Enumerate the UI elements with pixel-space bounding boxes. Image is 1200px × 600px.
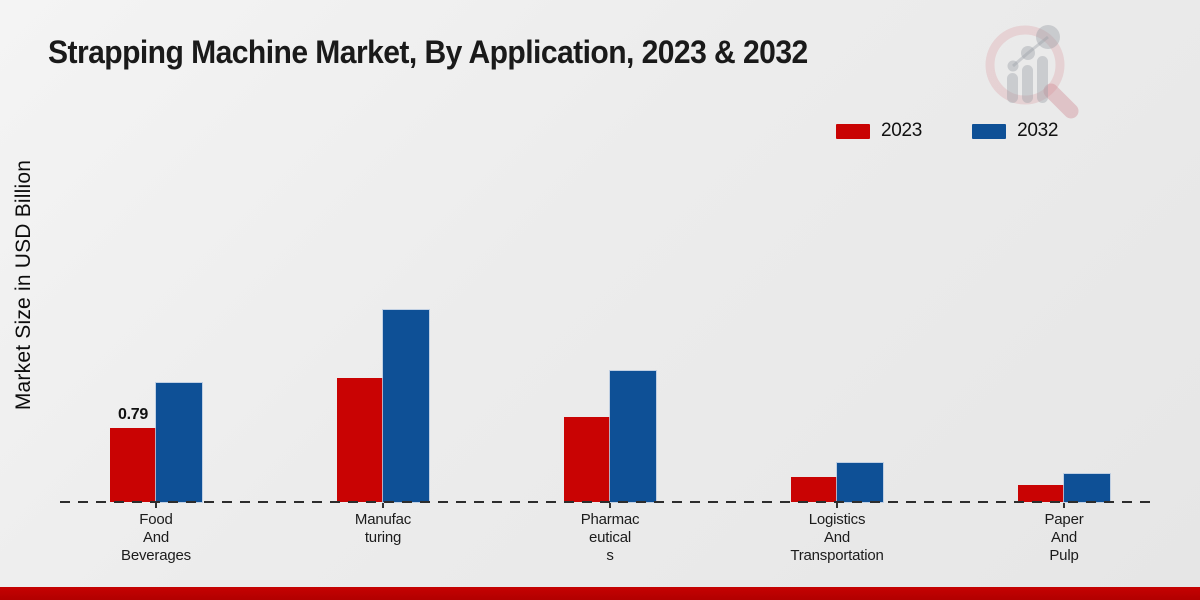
market-research-future-logo-watermark <box>985 25 1079 119</box>
legend-label-2023: 2023 <box>881 120 923 141</box>
x-axis-tick-logistics-and-transportation <box>836 503 838 508</box>
x-axis-baseline <box>60 501 1158 503</box>
bar-2023-manufacturing <box>337 378 383 502</box>
category-label-manufacturing: Manufac turing <box>354 511 412 546</box>
footer-red-bar <box>0 587 1200 600</box>
bar-2032-food-and-beverages <box>156 383 202 502</box>
category-label-pharmaceuticals: Pharmac eutical s <box>580 511 640 564</box>
bar-2032-paper-and-pulp <box>1064 474 1110 502</box>
category-label-paper-and-pulp: Paper And Pulp <box>1044 511 1084 564</box>
bar-2023-logistics-and-transportation <box>791 477 837 502</box>
bar-2023-food-and-beverages <box>110 428 156 502</box>
chart-title: Strapping Machine Market, By Application… <box>48 34 808 70</box>
legend-swatch-2032 <box>972 123 1007 139</box>
legend-label-2032: 2032 <box>1017 120 1059 141</box>
category-label-food-and-beverages: Food And Beverages <box>121 511 191 564</box>
x-axis-tick-paper-and-pulp <box>1063 503 1065 508</box>
bar-2032-pharmaceuticals <box>610 371 656 502</box>
x-axis-tick-manufacturing <box>382 503 384 508</box>
bar-2032-logistics-and-transportation <box>837 463 883 502</box>
legend-item-2023: 2023 <box>836 120 922 142</box>
bar-value-label-2023-food-and-beverages: 0.79 <box>118 406 148 423</box>
x-axis-tick-pharmaceuticals <box>609 503 611 508</box>
bar-2023-paper-and-pulp <box>1018 485 1064 502</box>
category-label-logistics-and-transportation: Logistics And Transportation <box>790 511 884 564</box>
legend-item-2032: 2032 <box>972 120 1058 142</box>
bar-2032-manufacturing <box>383 310 429 502</box>
bar-2023-pharmaceuticals <box>564 417 610 502</box>
legend: 2023 2032 <box>836 120 1058 142</box>
x-axis-tick-food-and-beverages <box>155 503 157 508</box>
legend-swatch-2023 <box>836 123 870 139</box>
